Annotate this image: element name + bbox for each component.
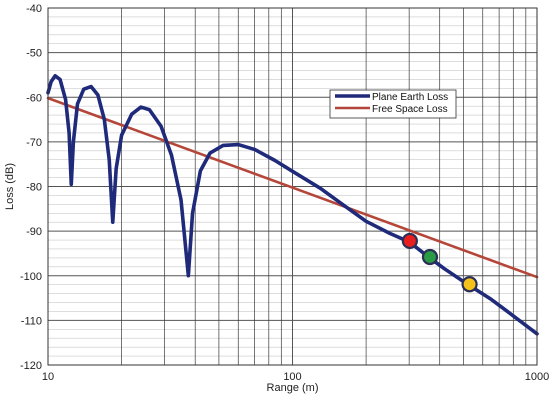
y-tick-label: -60 — [26, 92, 42, 104]
grid — [48, 7, 537, 366]
y-tick-label: -40 — [26, 3, 42, 15]
point-marker — [461, 276, 478, 293]
legend: Plane Earth Loss Free Space Loss — [329, 89, 457, 119]
y-tick-label: -50 — [26, 48, 42, 60]
point-marker — [401, 232, 418, 250]
y-tick-label: -100 — [20, 271, 42, 283]
y-tick-label: -110 — [21, 315, 42, 327]
marker-layer — [401, 232, 478, 293]
x-tick-label: 1000 — [525, 371, 549, 383]
plot-frame — [47, 7, 538, 366]
x-tick-label: 10 — [42, 371, 54, 383]
legend-entry-plane-earth: Plane Earth Loss — [372, 92, 448, 103]
y-axis-label: Loss (dB) — [4, 163, 16, 210]
legend-entry-free-space: Free Space Loss — [372, 104, 448, 115]
series-plane-earth-line — [46, 74, 539, 336]
x-axis-label: Range (m) — [267, 382, 319, 394]
y-tick-label: -120 — [20, 360, 42, 372]
x-tick-label: 100 — [283, 371, 301, 383]
series-free-space-line — [46, 96, 539, 279]
y-tick-label: -80 — [26, 182, 42, 194]
series-layer — [46, 74, 539, 336]
y-tick-label: -70 — [26, 137, 42, 149]
point-marker — [421, 248, 439, 266]
y-tick-label: -90 — [26, 226, 42, 238]
